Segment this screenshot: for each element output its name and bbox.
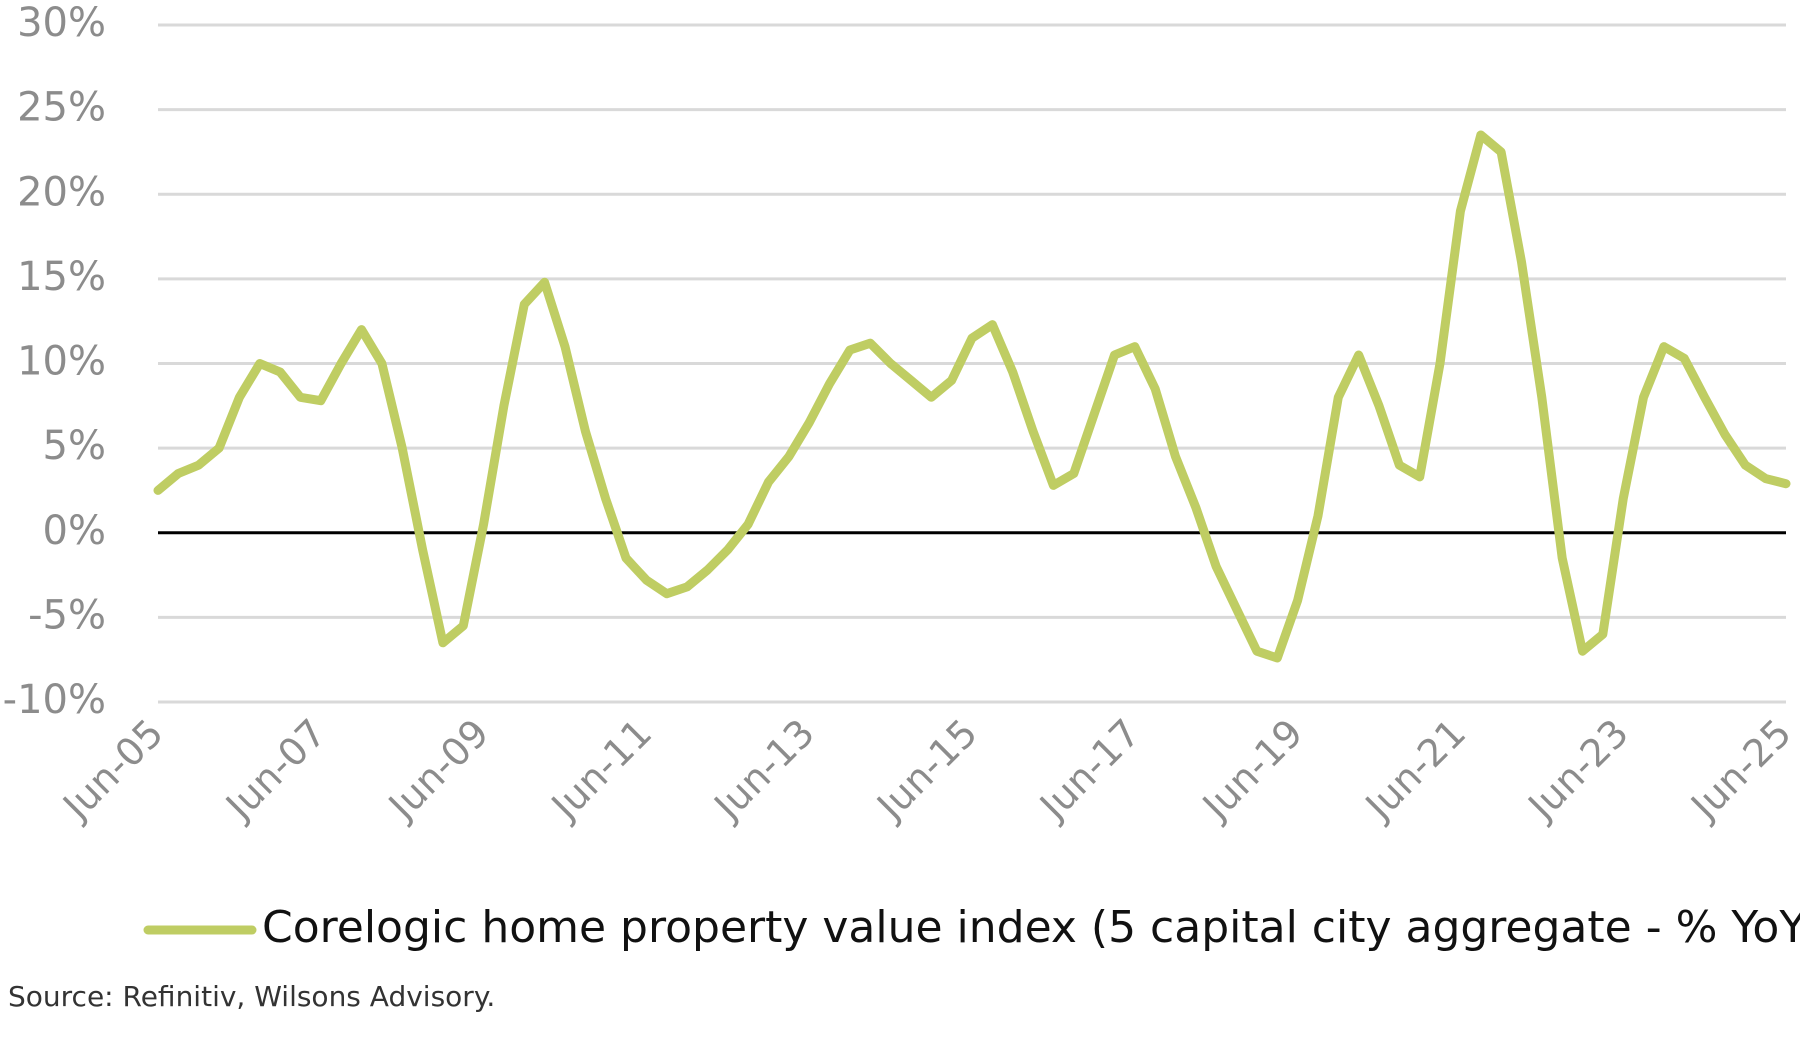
- data-line: [153, 130, 1791, 663]
- y-tick-label: 15%: [17, 254, 106, 300]
- x-tick-label: Jun-21: [1356, 711, 1474, 829]
- x-tick-label: Jun-25: [1681, 711, 1799, 829]
- x-tick-label: Jun-17: [1030, 711, 1148, 829]
- x-tick-label: Jun-19: [1193, 711, 1311, 829]
- x-tick-label: Jun-07: [216, 711, 334, 829]
- y-tick-label: 30%: [17, 0, 106, 46]
- source-note: Source: Refinitiv, Wilsons Advisory.: [8, 980, 495, 1013]
- y-tick-label: 25%: [17, 85, 106, 131]
- y-tick-label: 10%: [17, 339, 106, 385]
- y-tick-label: 5%: [43, 423, 106, 469]
- x-tick-label: Jun-15: [867, 711, 985, 829]
- x-tick-label: Jun-11: [542, 711, 660, 829]
- x-tick-label: Jun-23: [1519, 711, 1637, 829]
- x-tick-label: Jun-09: [379, 711, 497, 829]
- y-tick-label: -5%: [28, 592, 106, 638]
- x-tick-label: Jun-13: [705, 711, 823, 829]
- y-tick-label: 0%: [43, 508, 106, 554]
- y-tick-label: -10%: [3, 677, 106, 723]
- legend-label: Corelogic home property value index (5 c…: [262, 902, 1800, 953]
- x-tick-label: Jun-05: [53, 711, 171, 829]
- y-tick-label: 20%: [17, 169, 106, 215]
